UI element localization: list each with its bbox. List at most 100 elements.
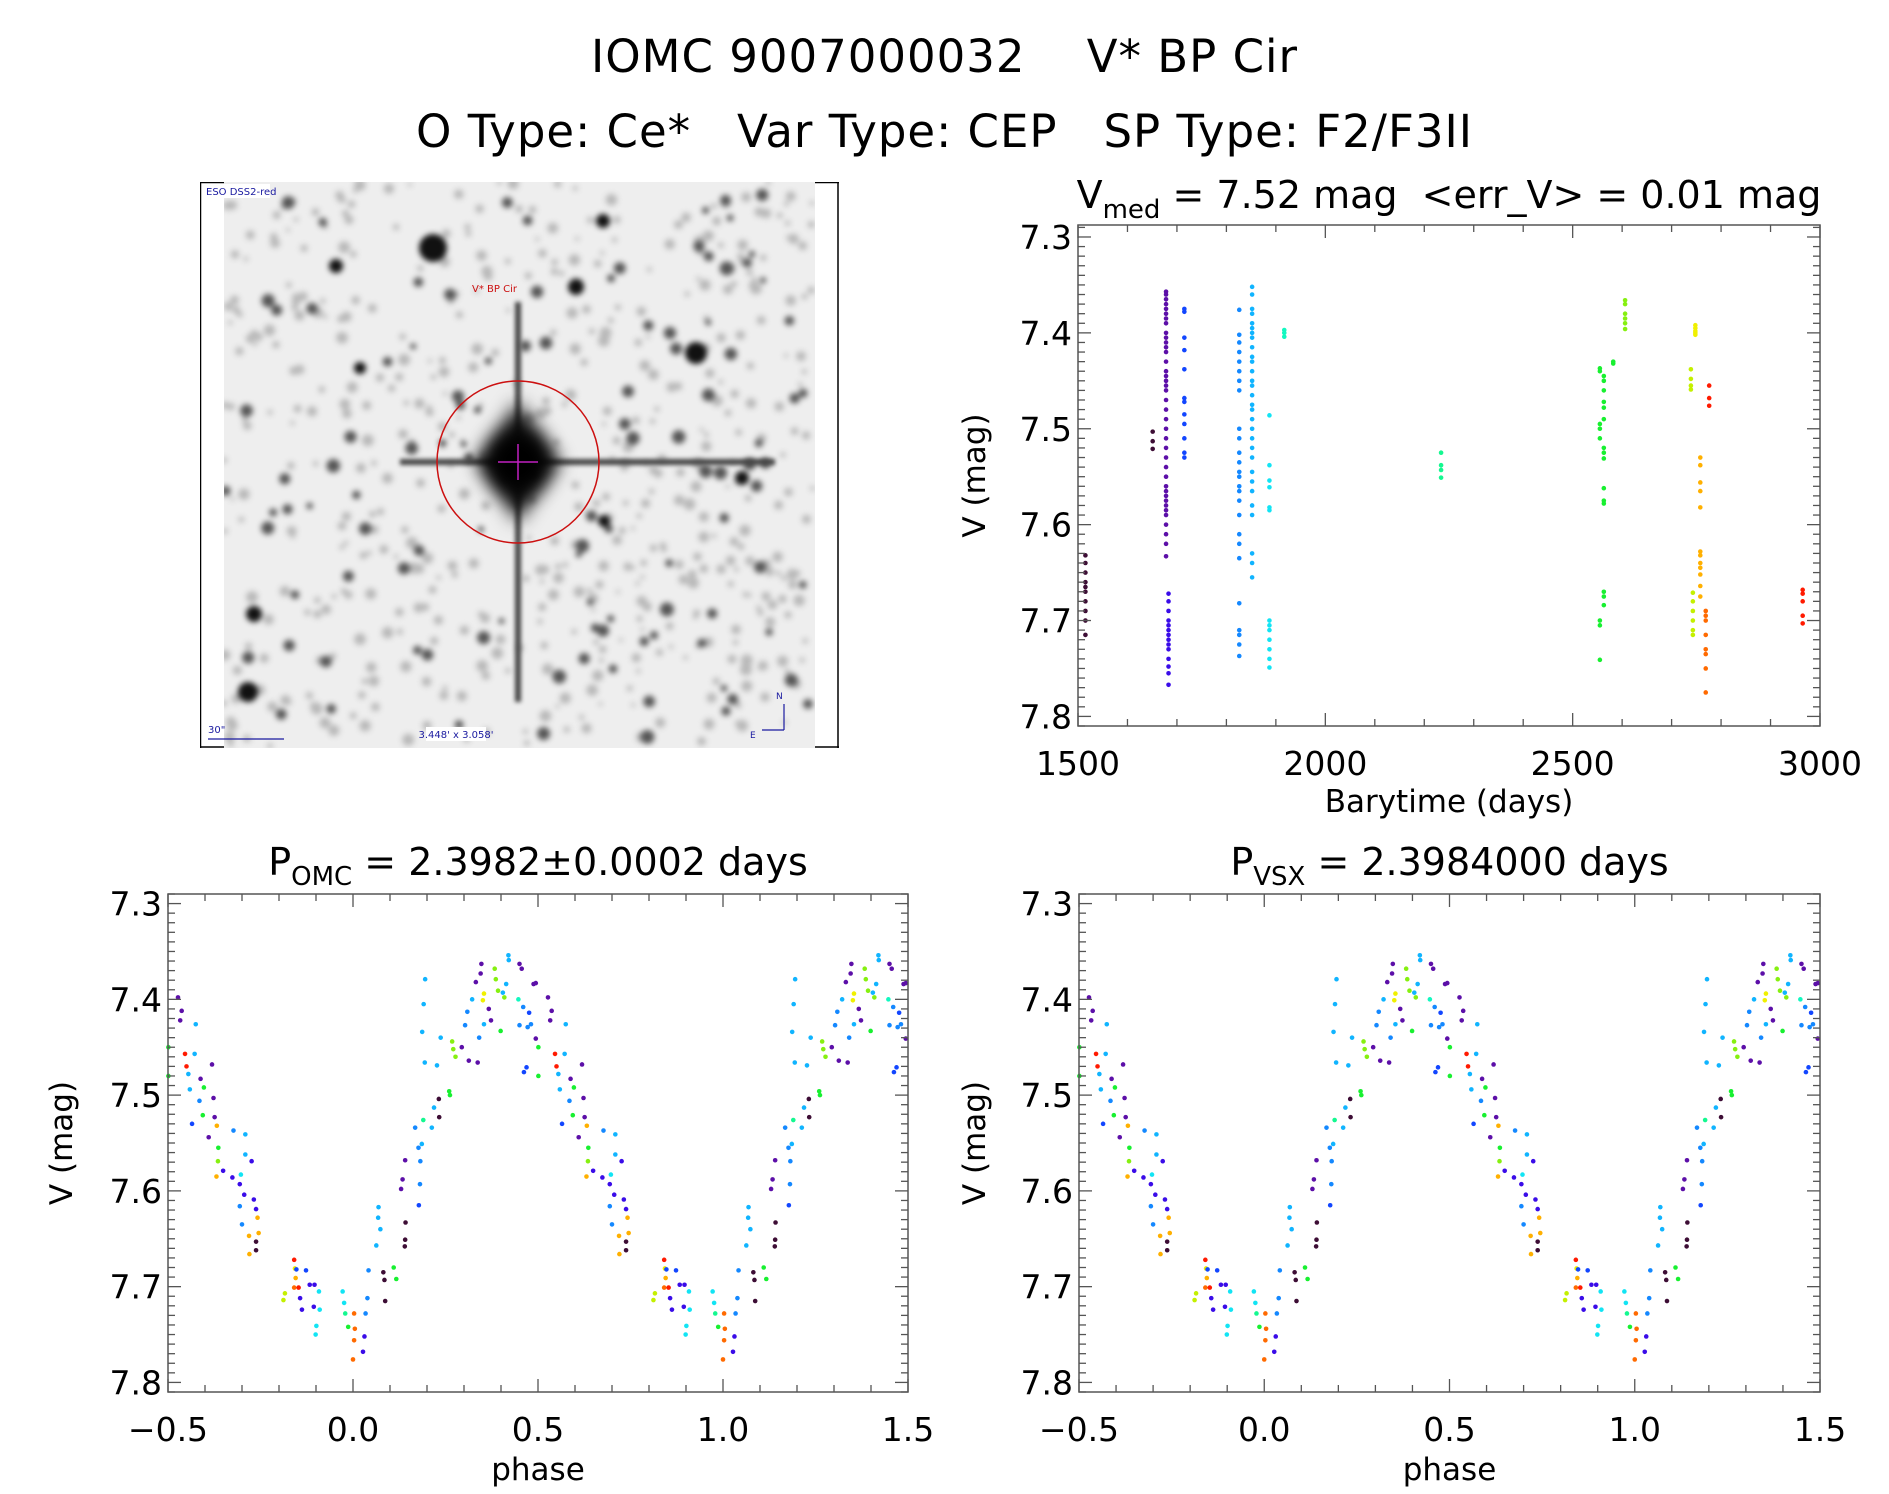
faint-star: [538, 248, 547, 258]
faint-star: [228, 741, 234, 748]
data-point: [502, 995, 507, 1000]
faint-star: [727, 580, 734, 588]
star: [269, 508, 278, 517]
faint-star: [323, 314, 328, 320]
faint-star: [481, 501, 491, 511]
data-point: [1163, 397, 1169, 403]
data-point: [613, 1132, 618, 1137]
faint-star: [635, 581, 640, 586]
data-point: [253, 1239, 259, 1244]
data-point: [1332, 1117, 1337, 1123]
faint-star: [607, 317, 614, 324]
faint-star: [263, 614, 274, 625]
faint-star: [582, 304, 591, 314]
data-point: [1331, 1029, 1336, 1035]
data-point: [721, 1311, 727, 1316]
x-tick-label: 3000: [1778, 744, 1862, 783]
data-point: [193, 1021, 199, 1027]
faint-star: [416, 478, 426, 488]
data-point: [1329, 1181, 1334, 1187]
data-point: [626, 1230, 631, 1236]
star: [522, 215, 533, 226]
data-point: [492, 966, 498, 971]
data-point: [1662, 1269, 1668, 1275]
data-point: [1386, 1060, 1392, 1065]
faint-star: [383, 183, 395, 194]
star: [742, 258, 752, 268]
data-point: [829, 1044, 835, 1050]
faint-star: [784, 668, 791, 675]
data-point: [1236, 469, 1242, 475]
faint-star: [760, 692, 770, 702]
data-point: [1249, 402, 1255, 408]
data-point: [421, 1117, 426, 1123]
star: [397, 562, 411, 575]
data-point: [851, 1021, 857, 1027]
data-point: [1593, 1304, 1598, 1310]
data-point: [1249, 560, 1255, 566]
data-point: [1236, 541, 1242, 547]
faint-star: [641, 498, 651, 508]
star: [784, 673, 798, 687]
x-axis-label: phase: [491, 1452, 585, 1488]
faint-star: [458, 488, 470, 500]
data-point: [198, 1076, 203, 1082]
faint-star: [598, 657, 604, 663]
data-point: [1249, 488, 1255, 494]
data-point: [1438, 467, 1444, 473]
data-point: [1782, 990, 1788, 995]
data-point: [789, 1029, 795, 1035]
data-point: [1388, 1035, 1393, 1040]
faint-star: [741, 192, 752, 203]
star: [618, 418, 631, 430]
y-tick-label: 7.7: [1020, 602, 1072, 641]
data-point: [362, 1334, 367, 1339]
star: [701, 388, 715, 402]
faint-star: [733, 566, 739, 572]
data-point: [1601, 602, 1607, 608]
faint-star: [421, 552, 434, 564]
x-tick-label: 0.5: [1423, 1410, 1475, 1449]
bright-star: [685, 342, 707, 364]
faint-star: [539, 579, 545, 584]
faint-star: [417, 265, 424, 272]
data-point: [1281, 330, 1287, 336]
data-point: [1163, 292, 1169, 297]
faint-star: [681, 212, 691, 223]
faint-star: [569, 343, 581, 355]
data-point: [1163, 493, 1169, 499]
data-point: [374, 1243, 379, 1248]
data-point: [1163, 368, 1169, 374]
data-point: [462, 1022, 468, 1028]
data-point: [525, 1024, 530, 1030]
star: [701, 206, 710, 214]
star: [613, 262, 626, 275]
data-point: [1333, 1060, 1339, 1065]
data-point: [517, 961, 522, 967]
data-point: [480, 998, 486, 1003]
data-point: [1390, 961, 1396, 967]
faint-star: [331, 593, 337, 600]
data-point: [1718, 1096, 1724, 1102]
data-point: [1690, 608, 1696, 614]
y-tick-label: 7.7: [1021, 1268, 1073, 1307]
faint-star: [361, 434, 374, 447]
star: [754, 439, 763, 448]
data-point: [1690, 627, 1696, 633]
data-point: [770, 1177, 775, 1182]
data-point: [189, 1121, 195, 1127]
faint-star: [526, 535, 532, 541]
data-point: [1622, 297, 1628, 303]
data-point: [297, 1295, 303, 1301]
faint-star: [448, 431, 455, 438]
data-point: [609, 1222, 615, 1227]
data-point: [1163, 378, 1169, 384]
data-point: [1182, 309, 1187, 315]
data-point: [1249, 469, 1255, 475]
data-point: [1249, 354, 1255, 360]
faint-star: [559, 692, 571, 704]
data-point: [1263, 1311, 1268, 1316]
star: [477, 631, 491, 645]
data-point: [1622, 311, 1628, 316]
data-point: [1086, 995, 1092, 1000]
